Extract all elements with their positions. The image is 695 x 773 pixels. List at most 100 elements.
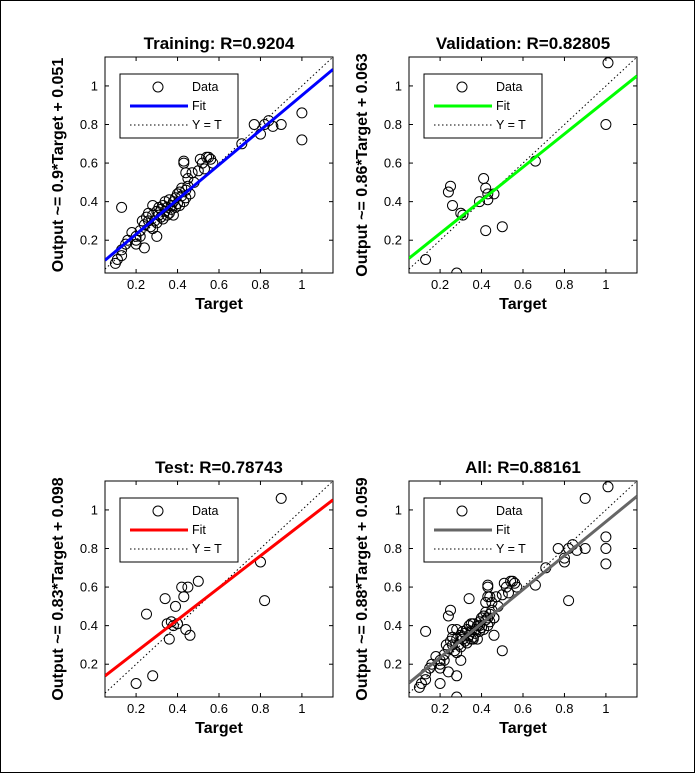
data-point bbox=[157, 213, 169, 225]
legend-data-marker bbox=[456, 81, 468, 93]
x-tick-label: 0.8 bbox=[251, 277, 269, 292]
y-tick-label: 1 bbox=[91, 78, 98, 93]
data-point bbox=[482, 612, 494, 624]
panel-title: Test: R=0.78743 bbox=[155, 458, 283, 477]
data-point bbox=[275, 492, 287, 504]
data-point bbox=[182, 581, 194, 593]
data-point bbox=[503, 587, 514, 599]
panel-4: 0.2 0.4 0.6 0.8 1 0.2 0.4 0.6 0.8 1 All: R=0.88161… bbox=[354, 458, 638, 737]
legend-data-marker bbox=[152, 81, 164, 93]
data-point bbox=[296, 107, 308, 119]
data-point bbox=[180, 624, 192, 635]
x-axis-label: Target bbox=[499, 296, 547, 313]
data-point bbox=[461, 637, 473, 649]
data-point bbox=[203, 151, 215, 163]
data-point bbox=[178, 591, 190, 603]
y-tick-label: 0.2 bbox=[384, 233, 402, 248]
y-tick-label: 0.2 bbox=[80, 233, 98, 248]
legend-data-marker bbox=[456, 505, 468, 517]
y-tick-label: 0.4 bbox=[80, 618, 98, 633]
data-point bbox=[463, 593, 475, 605]
data-point bbox=[182, 173, 194, 184]
panel-2: 0.2 0.4 0.6 0.8 1 0.2 0.4 0.6 0.8 1 Validation: R=… bbox=[354, 34, 638, 313]
legend: Data Fit Y = T bbox=[119, 73, 239, 139]
plot-content bbox=[105, 57, 333, 270]
data-point bbox=[511, 581, 523, 593]
data-point bbox=[600, 558, 612, 570]
data-point bbox=[600, 543, 612, 554]
data-point bbox=[199, 163, 210, 175]
fit-line bbox=[409, 495, 637, 685]
data-point bbox=[445, 180, 456, 192]
x-tick-label: 1 bbox=[298, 701, 305, 716]
x-tick-label: 0.8 bbox=[251, 701, 269, 716]
data-point bbox=[482, 579, 494, 591]
data-point bbox=[236, 138, 248, 150]
data-point bbox=[457, 209, 469, 221]
legend-label: Fit bbox=[192, 523, 206, 537]
data-point bbox=[451, 691, 463, 697]
data-point bbox=[602, 57, 614, 69]
y-tick-label: 0.2 bbox=[384, 657, 402, 672]
data-point bbox=[482, 591, 494, 603]
data-point bbox=[153, 209, 165, 221]
data-point bbox=[151, 230, 163, 242]
data-point bbox=[178, 155, 190, 167]
data-point bbox=[465, 618, 477, 630]
data-point bbox=[163, 633, 175, 645]
y-tick-label: 0.4 bbox=[80, 194, 98, 209]
data-point bbox=[167, 209, 179, 221]
data-point bbox=[184, 629, 196, 641]
data-point bbox=[415, 678, 427, 689]
data-point bbox=[600, 531, 612, 543]
x-tick-label: 0.2 bbox=[431, 277, 449, 292]
data-point bbox=[451, 670, 463, 682]
data-point bbox=[420, 625, 432, 637]
legend-label: Data bbox=[192, 80, 218, 94]
data-point bbox=[467, 633, 479, 645]
data-point bbox=[434, 678, 446, 689]
data-point bbox=[420, 254, 432, 265]
data-point bbox=[563, 595, 575, 607]
x-tick-label: 0.4 bbox=[473, 277, 491, 292]
x-tick-label: 0.4 bbox=[169, 277, 187, 292]
x-tick-label: 0.6 bbox=[514, 701, 532, 716]
panel-1: 0.2 0.4 0.6 0.8 1 0.2 0.4 0.6 0.8 1 Training: R=0.… bbox=[50, 34, 334, 313]
data-point bbox=[496, 645, 508, 657]
data-point bbox=[496, 221, 508, 233]
y-tick-label: 1 bbox=[395, 502, 402, 517]
data-point bbox=[111, 254, 123, 265]
data-point bbox=[447, 624, 458, 635]
data-point bbox=[445, 604, 456, 616]
data-point bbox=[480, 182, 492, 194]
fit-line bbox=[105, 498, 333, 678]
x-tick-label: 0.2 bbox=[431, 701, 449, 716]
y-tick-label: 0.8 bbox=[80, 117, 98, 132]
data-point bbox=[116, 250, 128, 262]
data-point bbox=[474, 620, 485, 632]
data-point bbox=[420, 674, 432, 686]
x-axis-label: Target bbox=[499, 720, 547, 737]
plot-content bbox=[105, 481, 333, 694]
y-axis-label: Output ~= 0.88*Target + 0.059 bbox=[354, 477, 371, 700]
x-tick-label: 0.2 bbox=[127, 701, 145, 716]
panel-title: Validation: R=0.82805 bbox=[436, 34, 610, 53]
legend-label: Fit bbox=[496, 523, 510, 537]
legend-label: Y = T bbox=[496, 118, 526, 132]
data-point bbox=[600, 119, 612, 130]
legend-data-marker bbox=[152, 505, 164, 517]
legend-label: Data bbox=[496, 80, 522, 94]
y-tick-label: 1 bbox=[395, 78, 402, 93]
x-axis-label: Target bbox=[195, 720, 243, 737]
y-tick-label: 0.2 bbox=[80, 657, 98, 672]
data-point bbox=[141, 608, 152, 620]
data-point bbox=[471, 633, 483, 645]
y-axis-label: Output ~= 0.9*Target + 0.051 bbox=[50, 58, 67, 273]
data-point bbox=[442, 610, 454, 622]
data-point bbox=[192, 575, 204, 587]
data-point bbox=[486, 597, 498, 608]
legend-label: Fit bbox=[496, 99, 510, 113]
data-point bbox=[159, 593, 171, 605]
data-point bbox=[488, 629, 500, 641]
y-tick-label: 0.8 bbox=[384, 117, 402, 132]
